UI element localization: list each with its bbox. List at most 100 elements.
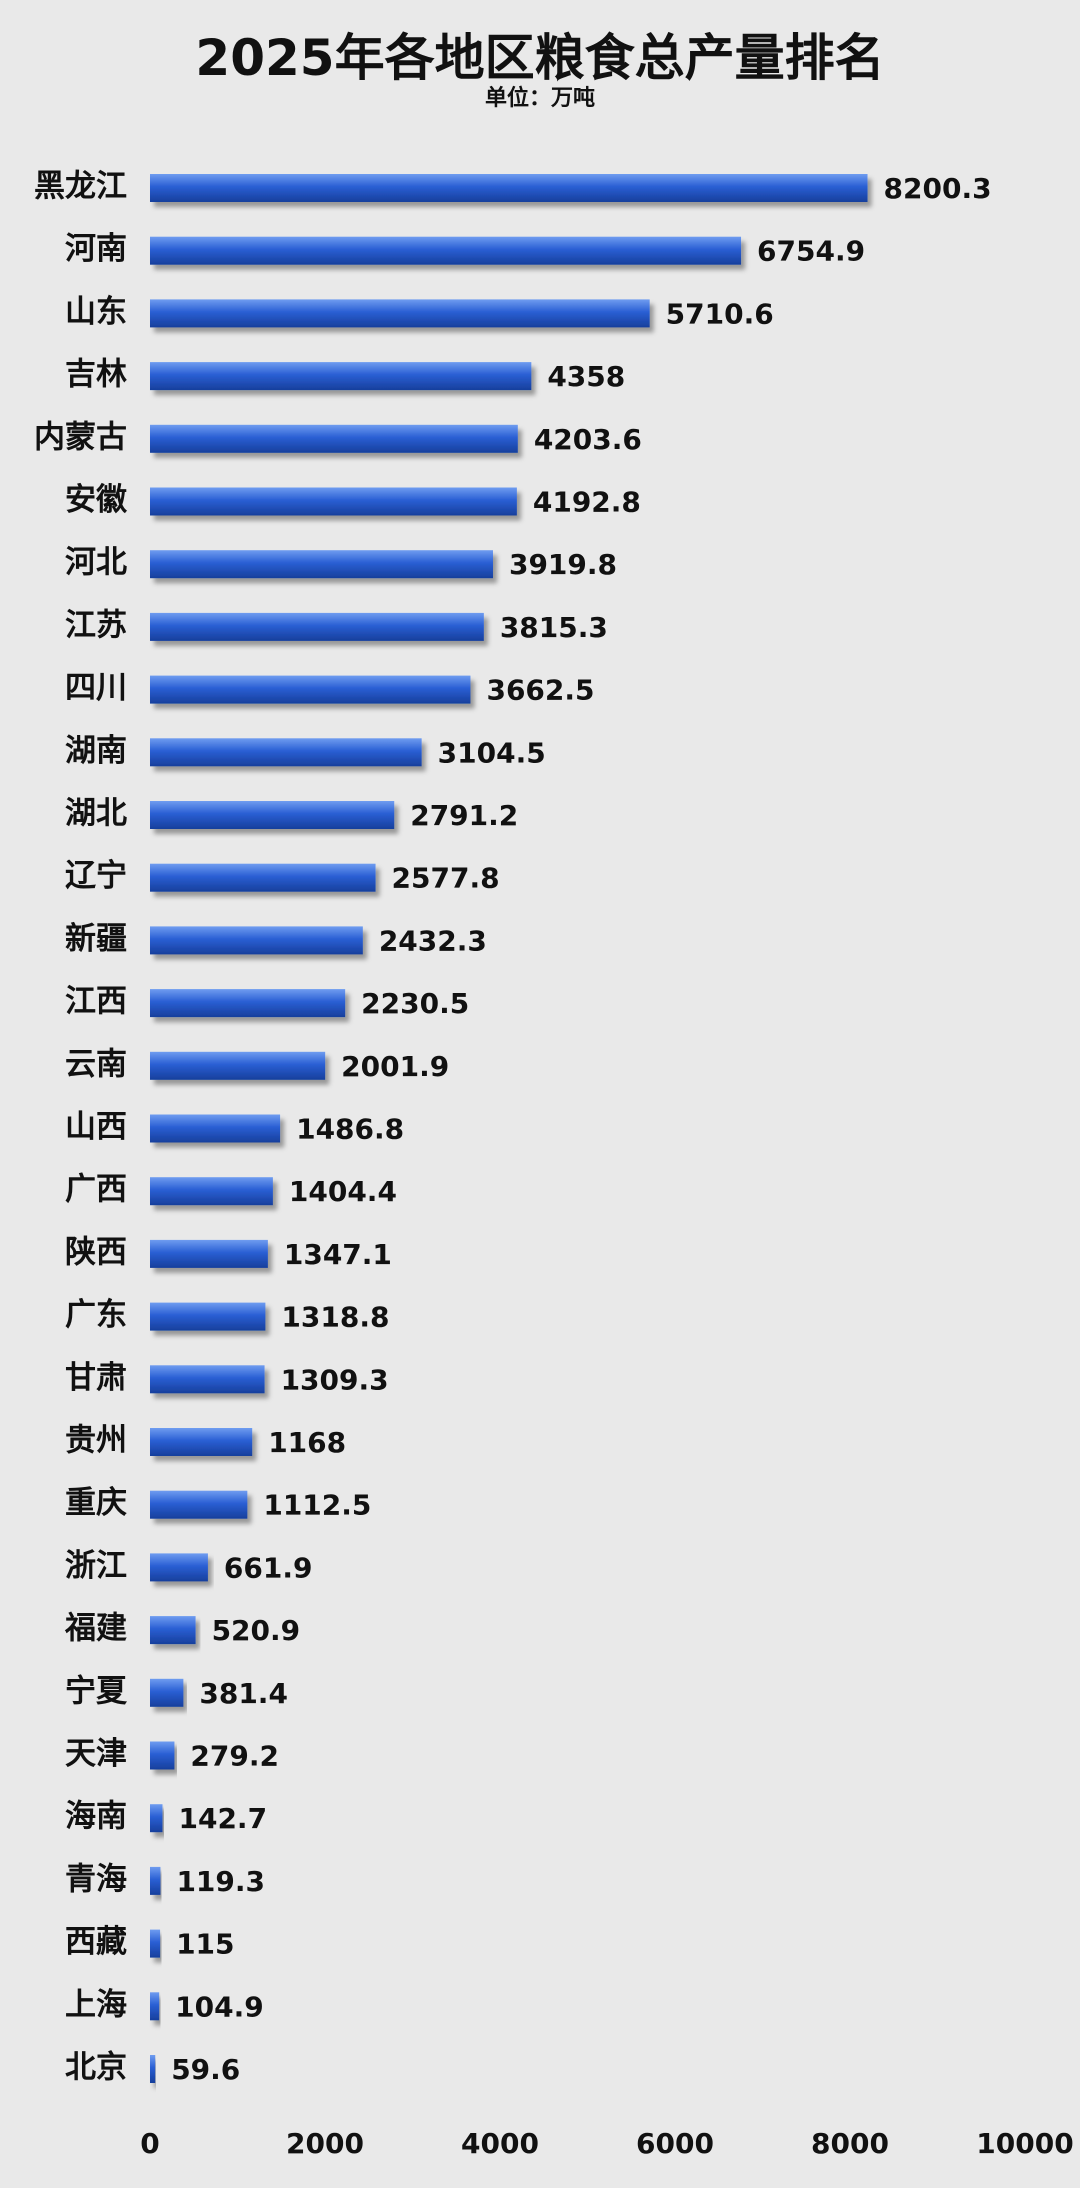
value-label: 6754.9 [757,235,865,268]
category-label: 新疆 [65,921,127,957]
value-label: 1168 [268,1426,346,1459]
bar [150,487,517,516]
value-label: 2230.5 [361,987,469,1020]
bar [150,362,532,391]
bar [150,801,395,829]
bar [150,1428,253,1456]
value-label: 3919.8 [509,548,617,581]
bar [150,1992,160,2021]
category-label: 福建 [64,1611,127,1647]
value-label: 104.9 [175,1990,264,2023]
chart-title: 2025年各地区粮食总产量排名 [195,29,885,87]
category-label: 湖南 [65,733,127,769]
bar [150,1302,266,1331]
value-label: 1486.8 [296,1113,404,1146]
x-tick-label: 4000 [461,2127,539,2160]
bar [150,1866,161,1895]
value-label: 3104.5 [438,736,546,769]
bar [150,1114,281,1143]
value-label: 3662.5 [486,674,594,707]
category-label: 江苏 [65,607,127,643]
value-labels: 8200.3 6754.9 5710.6 4358 4203.6 4192.8 3919.8… [171,172,991,2086]
category-label: 陕西 [65,1234,127,1270]
value-label: 661.9 [224,1551,313,1584]
bar [150,738,422,767]
bar [150,1177,273,1206]
bar [150,1929,161,1958]
bar [150,2055,156,2083]
x-tick-label: 2000 [286,2127,364,2160]
category-label: 甘肃 [65,1360,127,1396]
value-label: 381.4 [199,1677,288,1710]
category-label: 宁夏 [65,1673,128,1709]
bar [150,174,868,202]
value-label: 119.3 [176,1865,265,1898]
value-label: 4203.6 [534,423,642,456]
category-label: 天津 [65,1736,127,1772]
category-label: 山西 [65,1109,127,1145]
category-label: 北京 [65,2050,127,2086]
value-label: 1347.1 [284,1238,392,1271]
value-label: 1318.8 [281,1301,389,1334]
value-label: 4192.8 [533,486,641,519]
x-axis-tick-labels: 0 2000 4000 6000 8000 10000 [140,2127,1073,2160]
category-label: 贵州 [65,1423,127,1459]
bar [150,1490,248,1519]
category-label: 重庆 [65,1485,127,1521]
chart-subtitle: 单位：万吨 [484,86,595,111]
bar [150,675,471,704]
bar [150,863,376,892]
category-label: 云南 [65,1046,127,1082]
value-label: 59.6 [171,2053,240,2086]
value-label: 142.7 [178,1802,267,1835]
category-label: 吉林 [65,357,127,393]
bar [150,1553,208,1582]
category-label: 山东 [65,294,127,330]
category-label: 黑龙江 [34,169,127,205]
value-label: 2001.9 [341,1050,449,1083]
x-tick-label: 6000 [636,2127,714,2160]
bar [150,1051,326,1080]
bar [150,926,363,955]
value-label: 1309.3 [281,1363,389,1396]
value-label: 8200.3 [884,172,992,205]
value-label: 1112.5 [263,1489,371,1522]
category-label: 西藏 [65,1924,127,1960]
category-label: 广西 [65,1172,127,1208]
value-label: 1404.4 [289,1175,397,1208]
category-label: 河北 [65,545,127,581]
value-label: 2432.3 [379,924,487,957]
value-label: 4358 [547,360,625,393]
bar [150,424,518,453]
bar [150,1616,196,1645]
bars [150,174,868,2083]
bar [150,1678,184,1707]
category-label: 辽宁 [65,858,127,894]
value-label: 2577.8 [392,862,500,895]
bar [150,989,346,1018]
category-label: 安徽 [65,482,128,518]
bar [150,1239,268,1268]
value-label: 2791.2 [410,799,518,832]
bar [150,612,484,641]
bar [150,550,493,579]
value-label: 520.9 [212,1614,301,1647]
category-label: 浙江 [65,1548,127,1584]
category-label: 江西 [65,984,127,1020]
value-label: 115 [176,1928,234,1961]
category-label: 四川 [65,670,127,706]
category-label: 河南 [65,231,127,267]
category-label: 湖北 [65,796,127,832]
value-label: 3815.3 [500,611,608,644]
value-label: 5710.6 [666,297,774,330]
category-labels: 黑龙江河南山东吉林内蒙古安徽河北江苏四川湖南湖北辽宁新疆江西云南山西广西陕西广东… [34,169,128,2086]
x-tick-label: 8000 [811,2127,889,2160]
bar [150,1741,175,1770]
category-label: 青海 [65,1861,127,1897]
bar [150,299,650,328]
x-tick-label: 0 [140,2127,159,2160]
bar [150,1365,265,1394]
bar [150,236,742,265]
x-tick-label: 10000 [976,2127,1073,2160]
